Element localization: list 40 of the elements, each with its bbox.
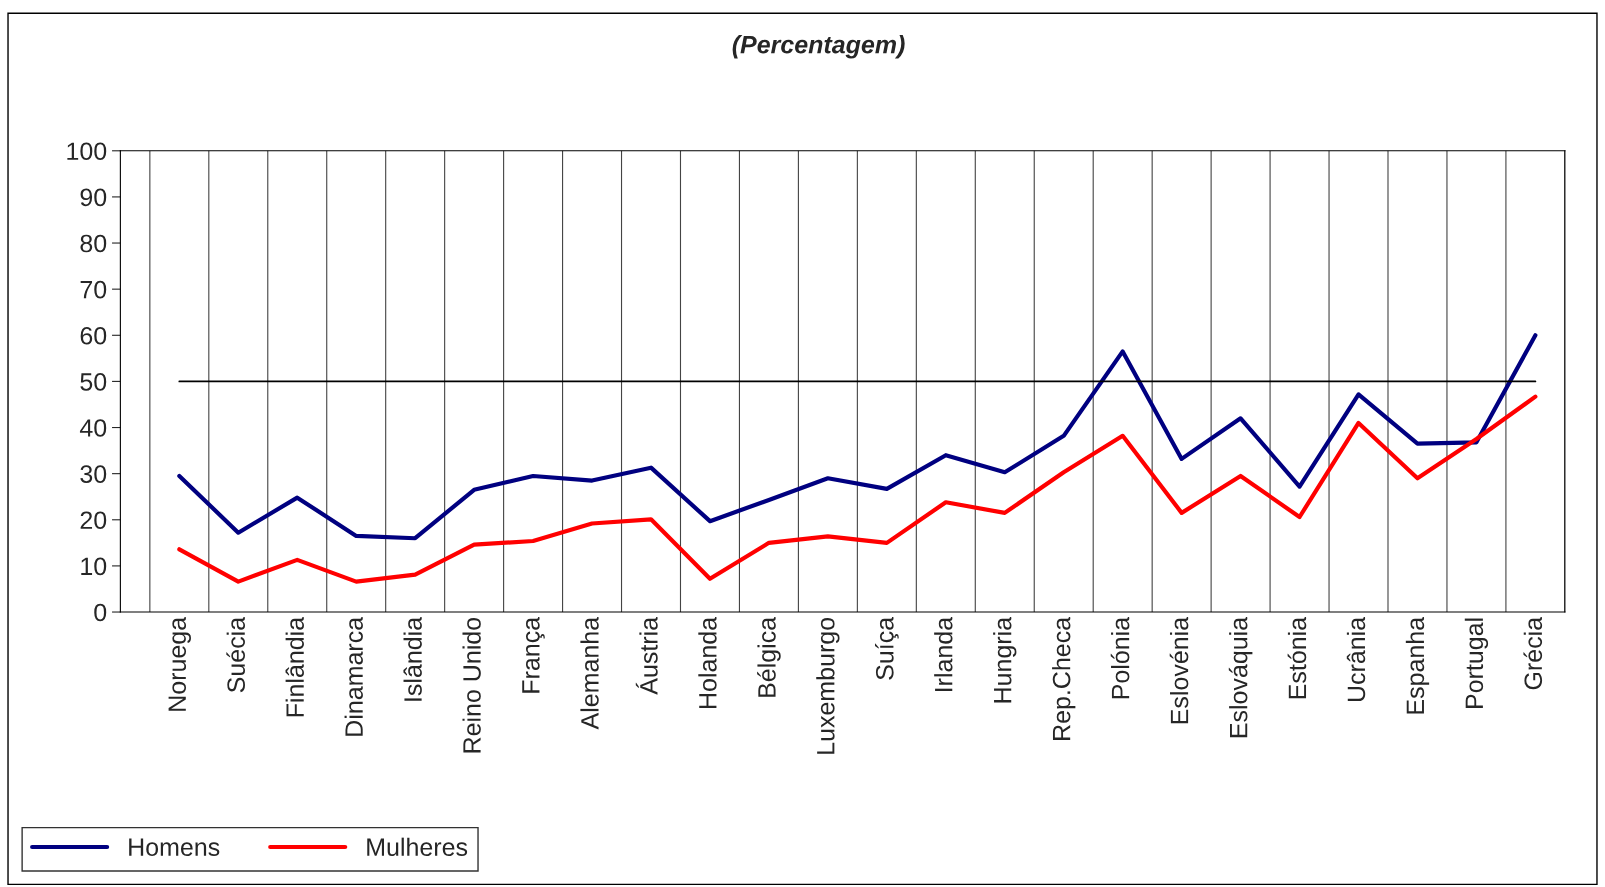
- line-series: [177, 333, 1538, 541]
- y-tick-label: 60: [80, 326, 107, 345]
- x-tick-label: Bélgica: [757, 616, 781, 697]
- y-tick-label: 0: [94, 603, 107, 622]
- x-tick-label: Islândia: [403, 616, 422, 701]
- y-tick-label: 100: [67, 142, 107, 161]
- y-tick-label: 20: [80, 511, 107, 530]
- x-tick-label: Finlândia: [285, 616, 304, 717]
- y-tick-label: 80: [80, 234, 107, 253]
- x-tick-label: Alemanha: [580, 616, 599, 730]
- y-tick-label: 90: [80, 188, 107, 207]
- x-tick-label: Holanda: [698, 616, 717, 708]
- x-tick-label: Eslovénia: [1169, 616, 1189, 724]
- x-tick-label: França: [522, 616, 545, 693]
- x-tick-label: Suécia: [226, 616, 245, 693]
- x-tick-label: Dinamarca: [344, 616, 363, 736]
- legend-label: Homens: [129, 838, 220, 857]
- x-tick-label: Espanha: [1405, 616, 1430, 714]
- x-tick-label: Áustria: [635, 616, 658, 695]
- y-tick-label: 10: [81, 557, 107, 576]
- x-tick-label: Rep.Checa: [1052, 616, 1076, 740]
- y-tick-label: 70: [80, 280, 107, 299]
- x-tick-label: Portugal: [1464, 618, 1489, 708]
- chart-title: (Percentagem): [732, 35, 905, 59]
- x-tick-label: Irlanda: [934, 616, 953, 692]
- x-tick-label: Noruega: [168, 616, 191, 711]
- x-tick-label: Estónia: [1287, 616, 1307, 699]
- legend-label: Mulheres: [367, 837, 468, 857]
- line-series: [177, 394, 1538, 584]
- x-tick-label: Polónia: [1110, 616, 1130, 699]
- x-tick-label: Suíça: [874, 616, 899, 680]
- x-tick-label: Hungria: [993, 616, 1017, 703]
- x-tick-label: Eslováquia: [1228, 616, 1253, 738]
- y-tick-label: 30: [80, 465, 107, 483]
- x-tick-label: Ucrânia: [1346, 616, 1366, 702]
- x-tick-label: Luxemburgo: [816, 617, 840, 754]
- x-tick-label: Reino Unido: [462, 617, 481, 753]
- y-tick-label: 40: [79, 419, 107, 437]
- y-tick-label: 50: [80, 373, 107, 391]
- x-tick-label: Grécia: [1523, 616, 1543, 690]
